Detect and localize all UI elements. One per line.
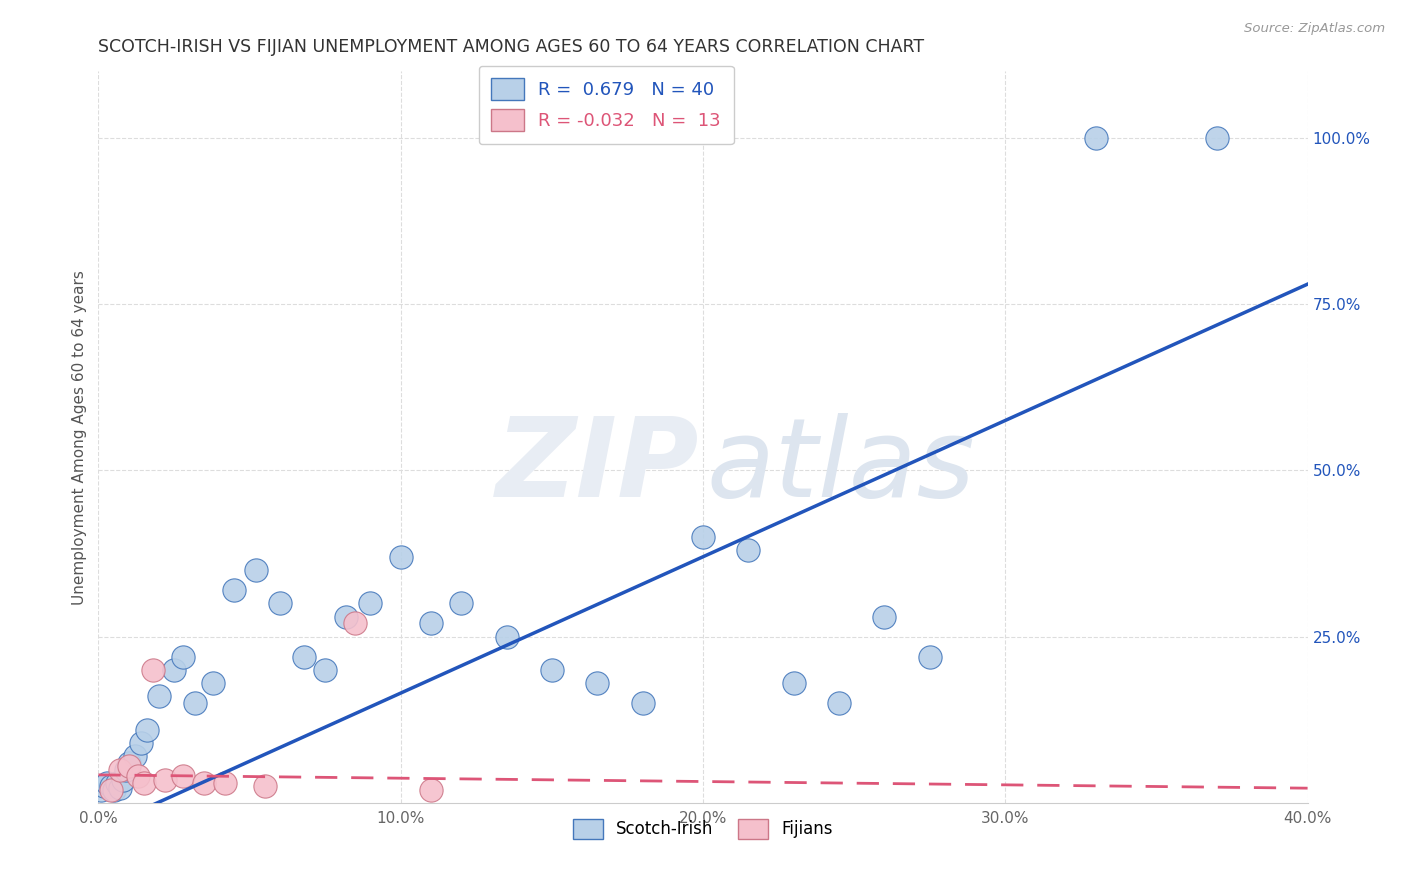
- Point: [163, 663, 186, 677]
- Point: [118, 756, 141, 770]
- Point: [335, 609, 357, 624]
- Point: [148, 690, 170, 704]
- Point: [1085, 131, 1108, 145]
- Point: [253, 779, 276, 793]
- Point: [103, 782, 125, 797]
- Point: [193, 776, 215, 790]
- Point: [105, 776, 128, 790]
- Point: [314, 663, 336, 677]
- Point: [172, 769, 194, 783]
- Point: [292, 649, 315, 664]
- Point: [224, 582, 246, 597]
- Point: [124, 749, 146, 764]
- Point: [127, 769, 149, 783]
- Point: [586, 676, 609, 690]
- Point: [420, 782, 443, 797]
- Text: ZIP: ZIP: [496, 413, 699, 520]
- Point: [214, 776, 236, 790]
- Point: [495, 630, 517, 644]
- Point: [737, 543, 759, 558]
- Point: [108, 781, 131, 796]
- Point: [245, 563, 267, 577]
- Point: [1206, 131, 1229, 145]
- Point: [783, 676, 806, 690]
- Point: [100, 779, 122, 793]
- Point: [100, 782, 122, 797]
- Y-axis label: Unemployment Among Ages 60 to 64 years: Unemployment Among Ages 60 to 64 years: [72, 269, 87, 605]
- Point: [96, 776, 118, 790]
- Point: [540, 663, 562, 677]
- Point: [129, 736, 152, 750]
- Point: [450, 596, 472, 610]
- Legend: Scotch-Irish, Fijians: Scotch-Irish, Fijians: [567, 812, 839, 846]
- Point: [118, 759, 141, 773]
- Point: [420, 616, 443, 631]
- Point: [90, 782, 112, 797]
- Point: [172, 649, 194, 664]
- Point: [873, 609, 896, 624]
- Point: [111, 772, 134, 787]
- Point: [202, 676, 225, 690]
- Point: [828, 696, 851, 710]
- Text: SCOTCH-IRISH VS FIJIAN UNEMPLOYMENT AMONG AGES 60 TO 64 YEARS CORRELATION CHART: SCOTCH-IRISH VS FIJIAN UNEMPLOYMENT AMON…: [98, 38, 925, 56]
- Text: Source: ZipAtlas.com: Source: ZipAtlas.com: [1244, 22, 1385, 36]
- Point: [389, 549, 412, 564]
- Point: [135, 723, 157, 737]
- Point: [344, 616, 367, 631]
- Point: [108, 763, 131, 777]
- Point: [132, 776, 155, 790]
- Point: [142, 663, 165, 677]
- Point: [93, 779, 115, 793]
- Text: atlas: atlas: [707, 413, 976, 520]
- Point: [114, 763, 136, 777]
- Point: [692, 530, 714, 544]
- Point: [269, 596, 291, 610]
- Point: [184, 696, 207, 710]
- Point: [153, 772, 176, 787]
- Point: [360, 596, 382, 610]
- Point: [631, 696, 654, 710]
- Point: [918, 649, 941, 664]
